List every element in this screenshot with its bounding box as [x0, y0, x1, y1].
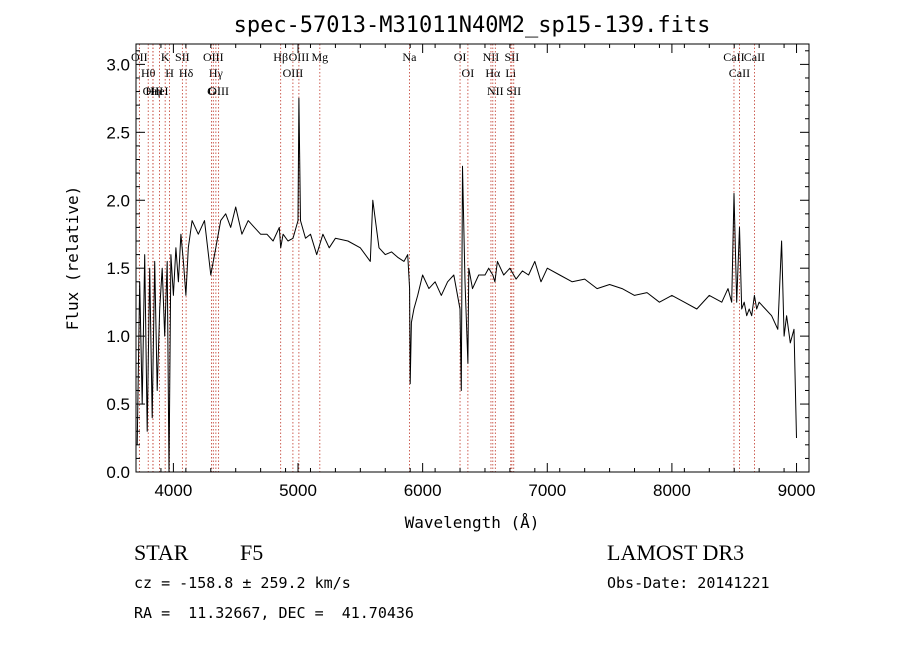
marker-label: SII	[175, 50, 190, 64]
marker-label: Hβ	[273, 50, 288, 64]
marker-label: NII	[487, 84, 504, 98]
y-tick-label: 0.5	[106, 395, 130, 414]
x-axis-ticks: 4000 5000 6000 7000 8000 9000	[135, 44, 816, 500]
plot-frame	[135, 43, 810, 473]
x-tick-label: 6000	[404, 481, 442, 500]
y-tick-label: 2.5	[106, 123, 130, 142]
marker-label: HeI	[151, 84, 169, 98]
x-tick-label: 4000	[154, 481, 192, 500]
marker-label: OIII	[203, 50, 224, 64]
marker-label: Hα	[485, 66, 501, 80]
x-tick-label: 5000	[279, 481, 317, 500]
y-tick-label: 1.0	[106, 327, 130, 346]
y-tick-label: 1.5	[106, 259, 130, 278]
redshift-text: cz = -158.8 ± 259.2 km/s	[134, 574, 351, 592]
y-tick-label: 0.0	[106, 463, 130, 482]
x-tick-label: 9000	[778, 481, 816, 500]
object-class: STAR	[134, 540, 189, 565]
marker-label: OIII	[289, 50, 310, 64]
marker-label: OI	[462, 66, 475, 80]
marker-label: Hη	[145, 84, 160, 98]
marker-label: SII	[505, 50, 520, 64]
marker-label: Na	[402, 50, 417, 64]
marker-label: OI	[454, 50, 467, 64]
y-tick-label: 2.0	[106, 191, 130, 210]
marker-label: Hγ	[209, 66, 224, 80]
x-tick-label: 8000	[653, 481, 691, 500]
x-tick-label: 7000	[528, 481, 566, 500]
y-tick-label: 3.0	[106, 55, 130, 74]
emission-line-markers: OIIHθOIIIHηKHeIHSIIHδOIIIHγGOIIIHβOIIIOI…	[131, 44, 765, 472]
x-axis-label: Wavelength (Å)	[405, 513, 540, 532]
y-axis-label: Flux (relative)	[63, 186, 82, 331]
marker-label: CaII	[723, 50, 744, 64]
marker-label: Hθ	[141, 66, 156, 80]
marker-label: OII	[131, 50, 148, 64]
marker-label: OIII	[208, 84, 229, 98]
object-subclass: F5	[240, 540, 264, 565]
marker-label: OIII	[283, 66, 304, 80]
marker-label: K	[161, 50, 170, 64]
marker-label: G	[207, 84, 216, 98]
marker-label: CaII	[729, 66, 750, 80]
coordinates-text: RA = 11.32667, DEC = 41.70436	[134, 604, 414, 622]
marker-label: CaII	[744, 50, 765, 64]
spectrum-line	[136, 97, 797, 473]
marker-label: H	[165, 66, 174, 80]
chart-title: spec-57013-M31011N40M2_sp15-139.fits	[234, 13, 711, 38]
marker-label: NII	[483, 50, 500, 64]
survey-name: LAMOST DR3	[607, 540, 745, 565]
obs-date-text: Obs-Date: 20141221	[607, 574, 770, 592]
marker-label: SII	[506, 84, 521, 98]
marker-label: Mg	[311, 50, 328, 64]
marker-label: Li	[505, 66, 516, 80]
marker-label: Hδ	[179, 66, 194, 80]
spectrum-series	[136, 97, 797, 473]
y-axis-ticks: 0.0 0.5 1.0 1.5 2.0 2.5 3.0	[106, 50, 809, 482]
